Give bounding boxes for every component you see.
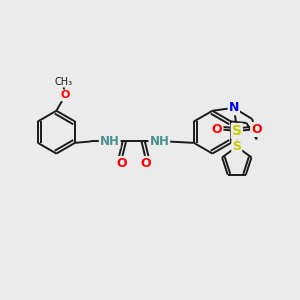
Text: O: O bbox=[60, 90, 69, 100]
Text: NH: NH bbox=[100, 135, 120, 148]
Text: N: N bbox=[229, 101, 239, 114]
Text: O: O bbox=[116, 157, 127, 170]
Text: NH: NH bbox=[149, 135, 169, 148]
Text: S: S bbox=[232, 140, 241, 153]
Text: O: O bbox=[141, 157, 151, 170]
Text: O: O bbox=[251, 123, 262, 136]
Text: O: O bbox=[212, 123, 223, 136]
Text: CH₃: CH₃ bbox=[54, 77, 72, 87]
Text: S: S bbox=[232, 124, 242, 138]
